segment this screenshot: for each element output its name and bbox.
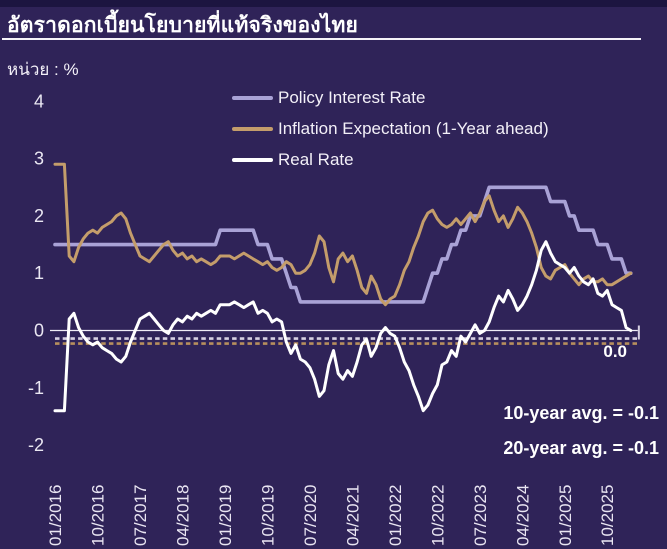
x-axis-tick-label: 04/2018 <box>173 485 192 546</box>
legend-label: Real Rate <box>278 149 354 169</box>
y-axis-tick-label: 3 <box>34 149 44 169</box>
y-axis-tick-label: 2 <box>34 206 44 226</box>
x-axis-tick-label: 10/2022 <box>428 485 447 546</box>
x-axis-tick-label: 04/2024 <box>513 485 532 546</box>
inflation-expectation-series-line <box>53 162 633 307</box>
x-axis-tick-label: 01/2022 <box>386 485 405 546</box>
x-axis-tick-label: 07/2023 <box>471 485 490 546</box>
y-axis-tick-label: 1 <box>34 263 44 283</box>
x-axis-tick-label: 01/2019 <box>216 485 235 546</box>
real-rate-line-swatch <box>232 157 273 162</box>
x-axis-tick-label: 10/2025 <box>598 485 617 546</box>
policy-rate-series-line <box>53 185 633 304</box>
x-axis-tick-label: 01/2025 <box>556 485 575 546</box>
ten-year-average-label: 10-year avg. = -0.1 <box>503 403 659 423</box>
twenty-year-average-label: 20-year avg. = -0.1 <box>503 438 659 458</box>
real-rate-series-line <box>53 240 633 413</box>
x-axis-tick-label: 01/2016 <box>46 485 65 546</box>
unit-label: หน่วย : % <box>7 60 79 79</box>
x-axis-tick-label: 07/2017 <box>131 485 150 546</box>
chart-legend: Policy Interest Rate Inflation Expectati… <box>232 82 549 175</box>
y-axis-tick-label: 0 <box>34 321 44 341</box>
window-top-strip <box>0 0 667 7</box>
inflation-expectation-line-swatch <box>232 126 273 131</box>
x-axis-tick-label: 04/2021 <box>343 485 362 546</box>
y-axis-tick-label: 4 <box>34 91 44 111</box>
y-axis-tick-label: -2 <box>28 435 44 455</box>
page-title: อัตราดอกเบี้ยนโยบายที่แท้จริงของไทย <box>7 14 359 37</box>
legend-item-real-rate: Real Rate <box>232 144 549 175</box>
x-axis-tick-label: 10/2016 <box>88 485 107 546</box>
title-underline <box>2 38 641 40</box>
x-axis-tick-label: 10/2019 <box>258 485 277 546</box>
legend-item-inflation-expectation: Inflation Expectation (1-Year ahead) <box>232 113 549 144</box>
legend-label: Policy Interest Rate <box>278 87 426 107</box>
policy-rate-line-swatch <box>232 95 273 100</box>
real-rate-last-value-label: 0.0 <box>603 342 627 361</box>
y-axis-tick-label: -1 <box>28 378 44 398</box>
x-axis-tick-label: 07/2020 <box>301 485 320 546</box>
legend-item-policy-rate: Policy Interest Rate <box>232 82 549 113</box>
legend-label: Inflation Expectation (1-Year ahead) <box>278 118 549 138</box>
